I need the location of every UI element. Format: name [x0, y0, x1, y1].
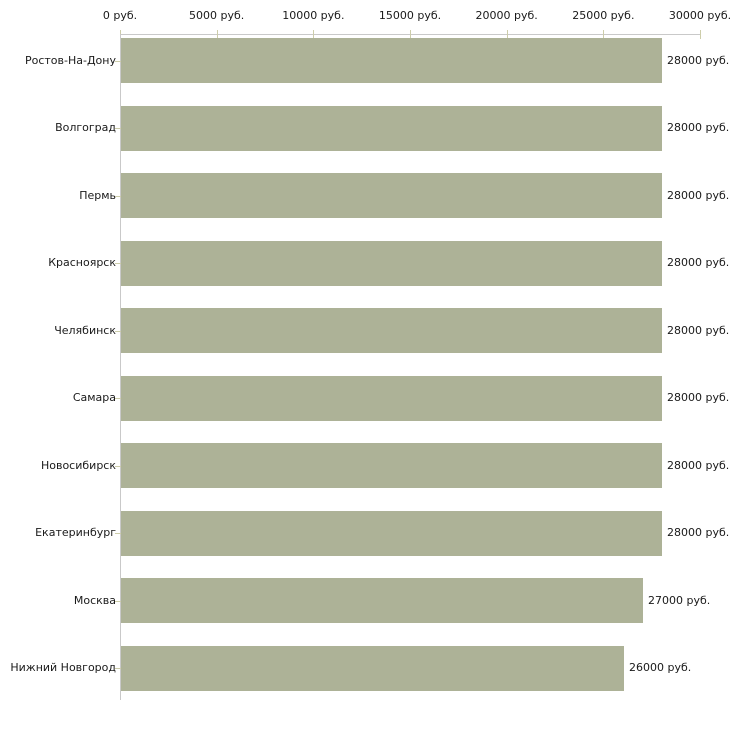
- x-axis-tick-label: 15000 руб.: [378, 9, 442, 22]
- value-label: 28000 руб.: [667, 458, 730, 472]
- value-label: 28000 руб.: [667, 121, 730, 134]
- x-axis-tick-label: 30000 руб.: [668, 9, 730, 22]
- y-axis-tick-mark: [115, 128, 121, 129]
- y-axis-tick-mark: [115, 60, 121, 62]
- bar: [121, 308, 662, 353]
- category-label: Челябинск: [54, 323, 116, 337]
- bar: [121, 443, 662, 488]
- value-label: 28000 руб.: [667, 323, 730, 337]
- x-axis-tick-mark: [603, 30, 605, 39]
- y-axis-tick-mark: [115, 330, 121, 332]
- category-label: Ростов-На-Дону: [24, 53, 116, 67]
- category-label: Пермь: [79, 188, 116, 202]
- bar: [121, 578, 643, 623]
- category-label: Нижний Новгород: [10, 661, 116, 674]
- bar: [121, 173, 662, 218]
- category-label: Волгоград: [55, 121, 116, 134]
- x-axis-tick-mark: [506, 30, 508, 39]
- value-label: 28000 руб.: [667, 256, 730, 269]
- y-axis-tick-mark: [115, 465, 121, 467]
- bar: [121, 105, 662, 151]
- value-label: 27000 руб.: [648, 593, 711, 607]
- category-label: Екатеринбург: [35, 526, 116, 539]
- category-label: Красноярск: [48, 256, 116, 269]
- x-axis-tick-mark: [313, 30, 315, 39]
- category-label: Москва: [73, 593, 116, 607]
- x-axis-tick-mark: [410, 30, 411, 39]
- value-label: 28000 руб.: [667, 526, 730, 539]
- y-axis-tick-mark: [115, 533, 121, 534]
- x-axis-tick-label: 5000 руб.: [189, 9, 245, 22]
- y-axis-tick-mark: [115, 600, 121, 602]
- value-label: 28000 руб.: [667, 188, 730, 202]
- category-label: Самара: [72, 391, 116, 404]
- bar: [121, 240, 662, 286]
- value-label: 28000 руб.: [667, 53, 730, 67]
- bar: [121, 375, 662, 421]
- bar: [121, 38, 662, 83]
- value-label: 28000 руб.: [667, 391, 730, 404]
- x-axis-tick-mark: [216, 30, 218, 39]
- x-axis-tick-label: 25000 руб.: [572, 9, 635, 22]
- x-axis-tick-mark: [700, 30, 701, 39]
- category-label: Новосибирск: [40, 458, 116, 472]
- y-axis-tick-mark: [115, 398, 121, 399]
- x-axis-tick-label: 0 руб.: [102, 9, 138, 22]
- bar: [121, 510, 662, 556]
- value-label: 26000 руб.: [629, 661, 692, 674]
- x-axis-tick-label: 10000 руб.: [282, 9, 345, 22]
- y-axis-tick-mark: [115, 263, 121, 264]
- y-axis-line: [120, 34, 121, 700]
- y-axis-tick-mark: [115, 668, 121, 669]
- bar: [121, 645, 624, 691]
- y-axis-tick-mark: [115, 195, 121, 197]
- x-axis-tick-label: 20000 руб.: [475, 9, 538, 22]
